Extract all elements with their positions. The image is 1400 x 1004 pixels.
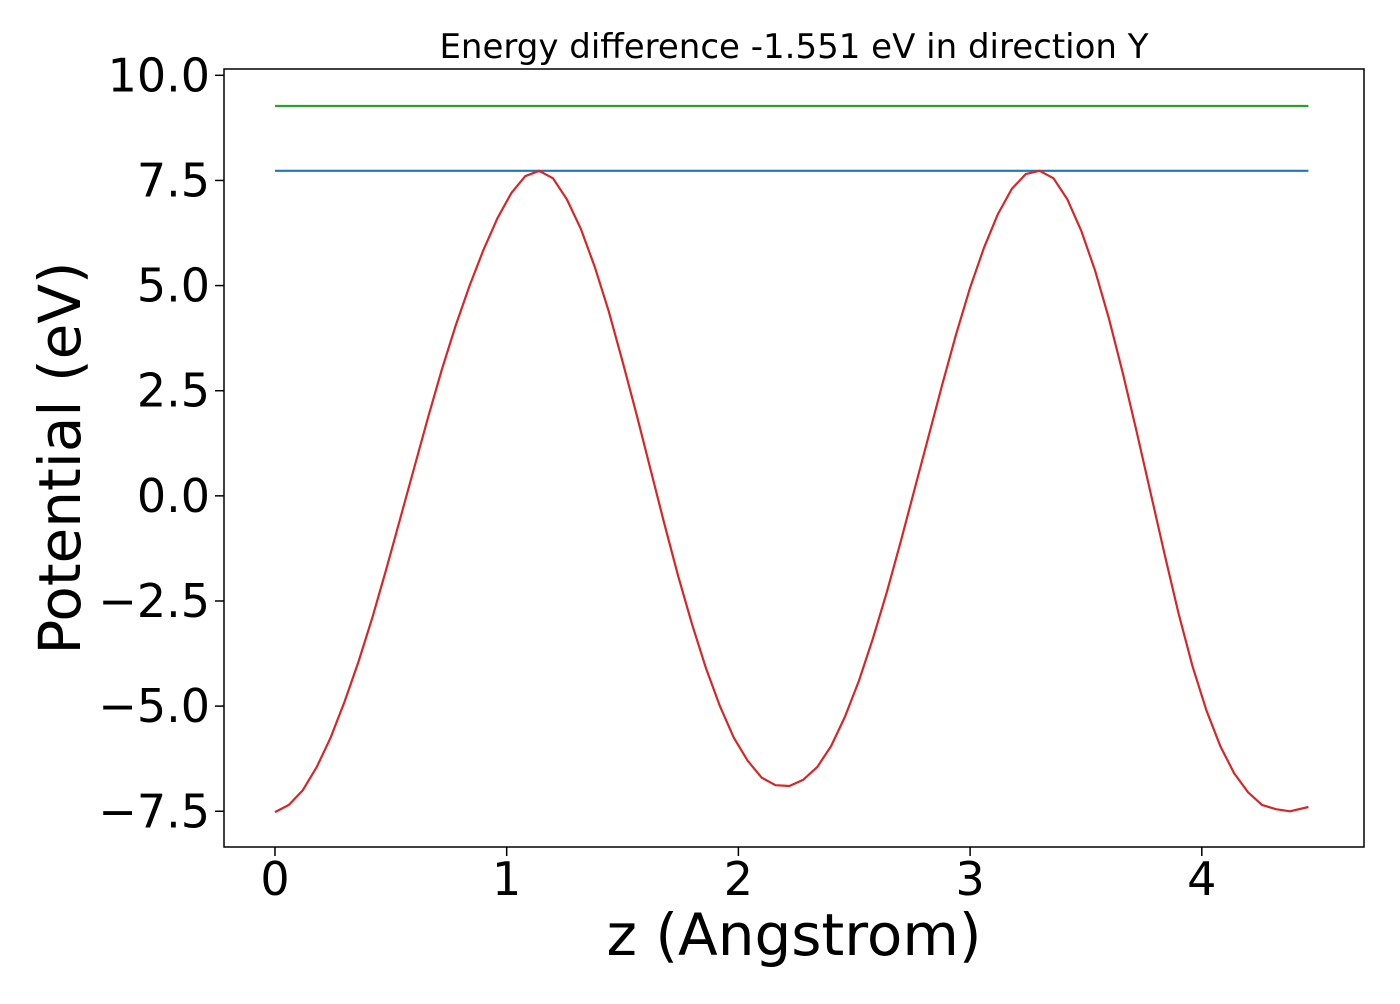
x-tick-label: 1: [492, 852, 521, 906]
y-tick-label: 2.5: [137, 364, 210, 418]
plot-area: [223, 68, 1365, 848]
y-axis: 10.0 7.5 5.0 2.5 0.0 −2.5 −5.0 −7.5: [98, 48, 224, 838]
y-tick-label: −5.0: [98, 679, 210, 733]
y-tick-label: −7.5: [98, 784, 210, 838]
y-tick-label: 7.5: [137, 153, 210, 207]
y-tick-label: 10.0: [108, 48, 210, 102]
chart-title: Energy difference -1.551 eV in direction…: [439, 27, 1148, 67]
y-tick-label: −2.5: [98, 574, 210, 628]
x-tick-label: 2: [724, 852, 753, 906]
series-layer: [274, 104, 1309, 814]
y-tick-label: 0.0: [137, 469, 210, 523]
y-axis-label: Potential (eV): [26, 261, 94, 654]
x-tick-label: 3: [955, 852, 984, 906]
y-tick-label: 5.0: [137, 259, 210, 313]
x-tick-label: 4: [1187, 852, 1216, 906]
x-axis: 0 1 2 3 4: [260, 847, 1216, 906]
x-axis-label: z (Angstrom): [607, 901, 982, 969]
x-tick-label: 0: [260, 852, 289, 906]
series-line-3: [274, 169, 1309, 814]
